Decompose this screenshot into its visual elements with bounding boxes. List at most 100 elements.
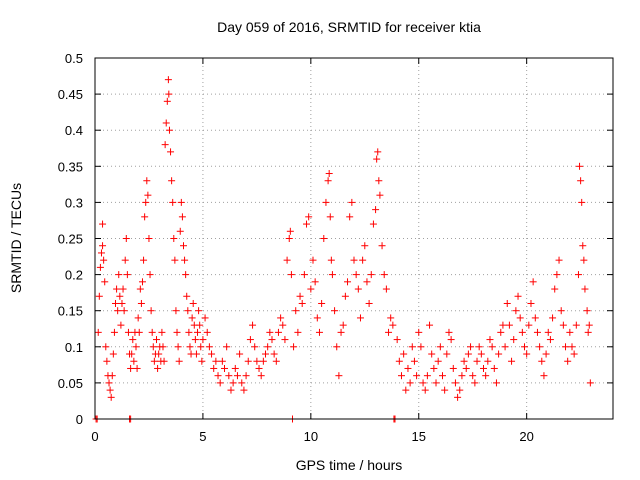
data-point	[130, 357, 138, 365]
data-point	[99, 242, 107, 250]
data-point	[503, 299, 511, 307]
data-point	[443, 350, 451, 358]
data-point	[581, 285, 589, 293]
data-point	[300, 271, 308, 279]
data-point	[138, 278, 146, 286]
data-point	[178, 213, 186, 221]
data-point	[395, 357, 403, 365]
data-point	[578, 198, 586, 206]
data-point	[262, 350, 270, 358]
data-point	[551, 285, 559, 293]
data-point	[346, 213, 354, 221]
data-point	[142, 198, 150, 206]
data-point	[393, 336, 401, 344]
data-point	[225, 372, 233, 380]
data-point	[97, 249, 105, 257]
data-point	[376, 191, 384, 199]
data-point	[298, 299, 306, 307]
data-point	[274, 328, 282, 336]
data-point	[191, 336, 199, 344]
data-point	[149, 343, 157, 351]
data-point	[333, 343, 341, 351]
data-point	[570, 350, 578, 358]
data-point	[531, 314, 539, 322]
y-tick-label: 0.15	[58, 304, 83, 319]
data-point	[105, 379, 113, 387]
data-point	[324, 177, 332, 185]
data-point	[508, 357, 516, 365]
data-point	[536, 343, 544, 351]
data-point	[327, 256, 335, 264]
x-tick-label: 20	[519, 429, 533, 444]
data-point	[292, 307, 300, 315]
data-point	[544, 328, 552, 336]
data-point	[501, 343, 509, 351]
data-point	[432, 379, 440, 387]
data-point	[102, 343, 110, 351]
data-point	[583, 307, 591, 315]
data-point	[344, 278, 352, 286]
data-point	[162, 119, 170, 127]
data-point	[218, 357, 226, 365]
data-point	[303, 220, 311, 228]
data-point	[348, 198, 356, 206]
data-point	[400, 350, 408, 358]
data-point	[447, 336, 455, 344]
data-point	[249, 321, 257, 329]
data-point	[164, 76, 172, 84]
data-point	[423, 372, 431, 380]
data-point	[99, 220, 107, 228]
data-point	[505, 321, 513, 329]
data-point	[473, 357, 481, 365]
data-point	[150, 357, 158, 365]
data-point	[516, 314, 524, 322]
data-point	[309, 256, 317, 264]
data-point	[430, 364, 438, 372]
data-point	[361, 242, 369, 250]
data-point	[244, 357, 252, 365]
data-point	[129, 336, 137, 344]
data-point	[326, 213, 334, 221]
data-point	[198, 357, 206, 365]
data-point	[108, 372, 116, 380]
data-point	[341, 292, 349, 300]
data-point	[112, 299, 120, 307]
y-tick-label: 0.1	[65, 340, 83, 355]
data-point	[586, 379, 594, 387]
data-point	[170, 235, 178, 242]
data-point	[467, 343, 475, 351]
data-point	[286, 227, 294, 235]
data-point	[168, 177, 176, 185]
data-point	[356, 314, 364, 322]
data-point	[359, 256, 367, 264]
data-point	[436, 343, 444, 351]
data-point	[253, 357, 261, 365]
data-point	[367, 271, 375, 279]
data-point	[294, 328, 302, 336]
data-point	[331, 307, 339, 315]
data-point	[460, 357, 468, 365]
data-point	[172, 307, 180, 315]
data-point	[272, 357, 280, 365]
data-point	[557, 307, 565, 315]
data-point	[469, 372, 477, 380]
data-point	[339, 321, 347, 329]
data-point	[196, 321, 204, 329]
data-point	[119, 285, 127, 293]
data-point	[287, 271, 295, 279]
data-point	[512, 307, 520, 315]
data-point	[277, 314, 285, 322]
data-point	[203, 328, 211, 336]
data-point	[165, 126, 173, 134]
data-point	[335, 372, 343, 380]
data-point	[132, 343, 140, 351]
data-point	[283, 256, 291, 264]
data-point	[167, 148, 175, 156]
data-point	[529, 278, 537, 286]
data-point	[397, 372, 405, 380]
data-point	[223, 343, 231, 351]
data-point	[564, 357, 572, 365]
data-point	[101, 278, 109, 286]
data-point	[518, 328, 526, 336]
data-point	[305, 213, 313, 221]
